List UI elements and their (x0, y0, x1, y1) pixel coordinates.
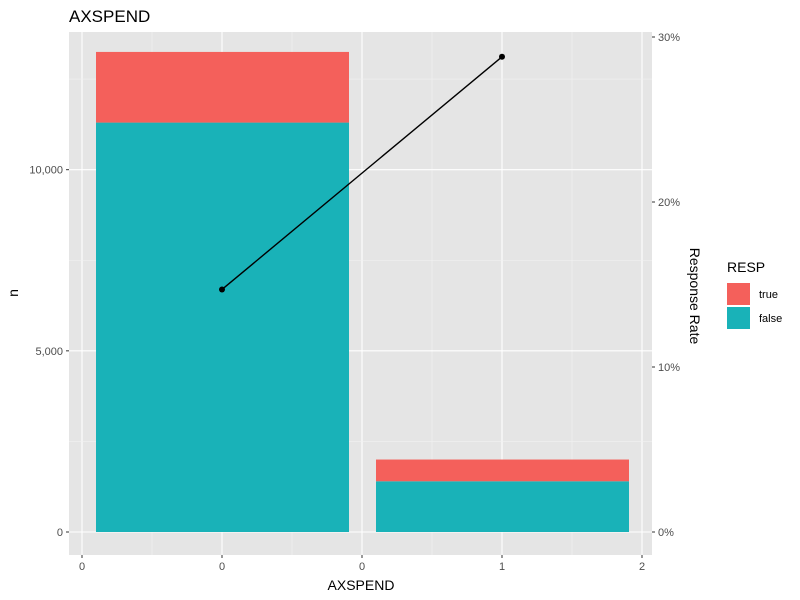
y-tick-label: 5,000 (35, 346, 63, 358)
y-tick-label: 0 (57, 527, 63, 539)
x-tick-label: 0 (359, 561, 365, 573)
bar-false-1 (376, 481, 629, 532)
legend-key-false (727, 307, 750, 329)
legend-label-true: true (759, 289, 778, 301)
x-axis-title: AXSPEND (328, 577, 395, 593)
x-tick-label: 1 (499, 561, 505, 573)
response-rate-point-1 (499, 53, 505, 60)
bars (96, 51, 629, 532)
legend-label-false: false (759, 313, 782, 325)
y2-tick-label: 20% (658, 197, 680, 209)
x-tick-label: 0 (79, 561, 85, 573)
bar-true-0 (96, 51, 349, 123)
y-axis-left: 0 5,000 10,000 (29, 165, 69, 539)
response-rate-line-path (221, 56, 503, 290)
x-tick-label: 2 (639, 561, 645, 573)
y2-axis-title: Response Rate (687, 248, 703, 345)
y-tick-label: 10,000 (29, 165, 63, 177)
legend: RESP true false (727, 259, 782, 329)
y-axis-title: n (5, 289, 21, 297)
bar-false-0 (96, 122, 349, 532)
y2-tick-label: 0% (658, 527, 674, 539)
bar-true-1 (376, 459, 629, 482)
chart-title: AXSPEND (69, 7, 150, 26)
response-rate-line (219, 53, 505, 293)
y2-tick-label: 10% (658, 362, 680, 374)
legend-key-true (727, 283, 750, 305)
y2-tick-label: 30% (658, 32, 680, 44)
response-rate-point-0 (219, 286, 225, 293)
legend-title: RESP (727, 259, 765, 275)
x-tick-label: 0 (219, 561, 225, 573)
y-axis-right: 0% 10% 20% 30% (652, 32, 680, 539)
grid (69, 32, 652, 555)
x-axis: 0 0 0 1 2 (79, 555, 645, 573)
